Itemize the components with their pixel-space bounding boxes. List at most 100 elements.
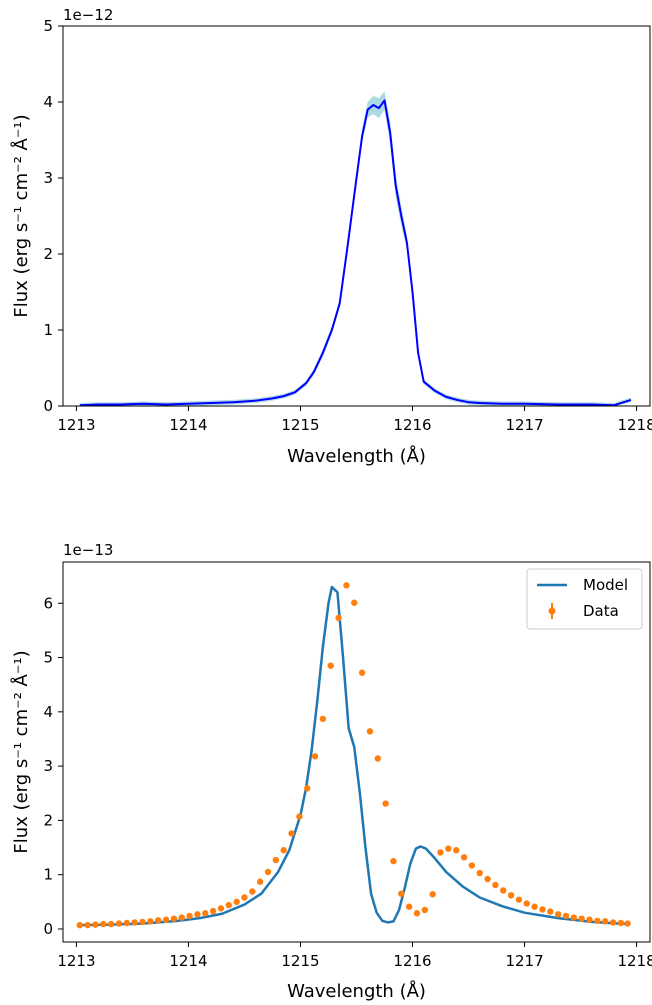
plot-frame [62, 25, 651, 407]
data-point [601, 918, 609, 925]
plot-frame [62, 561, 651, 943]
data-point [202, 910, 209, 917]
x-tick-label: 1216 [393, 952, 431, 970]
x-tick-label: 1213 [57, 416, 95, 434]
data-point [413, 910, 421, 917]
data-point [437, 849, 444, 856]
data-point [398, 890, 405, 897]
y-tick-label: 3 [43, 757, 53, 775]
data-point [562, 912, 570, 920]
data-point [249, 888, 256, 895]
data-point [107, 920, 115, 928]
flux-line [79, 99, 632, 406]
data-point [531, 903, 538, 910]
data-point [319, 715, 327, 723]
plot-area [79, 91, 632, 406]
y-axis-label: Flux (erg s⁻¹ cm⁻² Å⁻¹) [10, 650, 32, 853]
data-point [500, 887, 507, 894]
data-point [296, 813, 303, 820]
data-point [578, 915, 585, 922]
x-tick-label: 1213 [57, 952, 95, 970]
data-point [327, 662, 334, 669]
data-point [492, 881, 499, 889]
data-point [76, 921, 84, 929]
data-point [178, 914, 185, 921]
data-point [162, 916, 170, 923]
model-line [79, 585, 628, 927]
data-point [288, 830, 295, 837]
legend: Model Data [526, 568, 643, 630]
data-point [453, 847, 460, 854]
uncertainty-band [79, 91, 631, 406]
x-tick-label: 1218 [617, 416, 652, 434]
data-point [405, 903, 413, 910]
data-point [92, 921, 99, 928]
x-axis-label: Wavelength (Å) [287, 445, 426, 467]
chart-2: 1213 1214 1215 1216 1217 1218 0 1 2 3 4 5 6 1e−13 Wave… [10, 541, 652, 1002]
data-point [468, 862, 476, 869]
data-point [594, 917, 601, 925]
data-point [225, 901, 232, 909]
x-tick-label: 1217 [505, 416, 543, 434]
data-point [476, 869, 483, 877]
x-tick-label: 1215 [281, 952, 319, 970]
data-point [366, 728, 374, 735]
y-tick-label: 5 [43, 649, 53, 667]
data-point [547, 908, 554, 915]
data-point [523, 900, 530, 907]
data-point [311, 753, 319, 760]
y-tick-label: 4 [43, 93, 53, 111]
x-tick-label: 1214 [169, 952, 207, 970]
data-point [539, 906, 546, 913]
data-point [186, 912, 193, 920]
chart-1: 1213 1214 1215 1216 1217 1218 0 1 2 3 4 5 1e−12 Wavel… [10, 6, 652, 467]
x-tick-label: 1218 [617, 952, 652, 970]
data-point [131, 919, 138, 926]
y-tick-label: 0 [43, 397, 53, 415]
data-point [264, 868, 272, 876]
data-point [241, 894, 248, 901]
data-point [429, 891, 436, 898]
data-point [155, 917, 162, 924]
data-point [390, 857, 397, 865]
data-point [280, 847, 287, 854]
data-point [460, 854, 468, 861]
data-point [217, 905, 225, 912]
data-point [570, 914, 578, 921]
x-tick-label: 1215 [281, 416, 319, 434]
legend-model-label: Model [583, 576, 628, 594]
plot-area [76, 582, 631, 929]
data-point [170, 915, 178, 922]
offset-label: 1e−13 [63, 541, 113, 559]
legend-data-swatch [548, 607, 556, 615]
data-point [209, 907, 217, 915]
data-point [609, 919, 617, 926]
data-point [335, 614, 342, 622]
data-point [617, 919, 625, 927]
data-point [382, 800, 389, 807]
data-point [115, 920, 123, 927]
data-point [586, 916, 593, 923]
y-tick-label: 1 [43, 321, 53, 339]
data-point [84, 921, 91, 929]
y-tick-label: 6 [43, 594, 53, 612]
data-point [374, 755, 381, 762]
data-point [304, 785, 311, 792]
data-point [515, 896, 523, 903]
data-point [147, 918, 154, 925]
y-tick-label: 2 [43, 811, 53, 829]
data-point [139, 918, 146, 926]
data-point [554, 911, 562, 918]
y-tick-label: 2 [43, 245, 53, 263]
legend-data-label: Data [583, 602, 619, 620]
y-tick-label: 4 [43, 703, 53, 721]
data-point [272, 856, 280, 864]
x-tick-label: 1216 [393, 416, 431, 434]
x-tick-label: 1214 [169, 416, 207, 434]
data-point [100, 920, 107, 928]
y-tick-label: 5 [43, 17, 53, 35]
data-point [445, 845, 452, 852]
data-point [233, 898, 240, 906]
offset-label: 1e−12 [63, 6, 113, 24]
